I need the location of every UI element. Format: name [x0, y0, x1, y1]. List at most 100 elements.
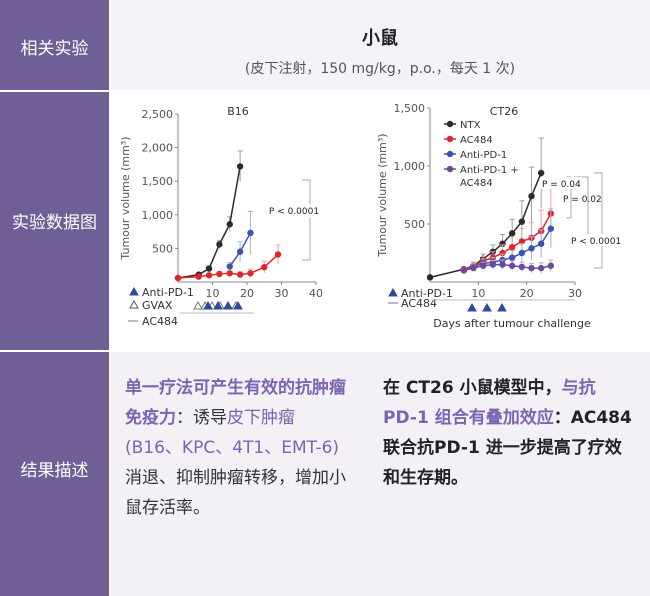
- data-point: [236, 271, 244, 278]
- result-text: 诱导: [193, 408, 227, 428]
- data-point: [518, 238, 526, 245]
- legend-swatch: [446, 135, 454, 143]
- data-point: [205, 272, 213, 279]
- data-point: [174, 274, 182, 282]
- data-point: [537, 169, 545, 177]
- treatment-label: AC484: [142, 315, 178, 328]
- data-point: [460, 267, 468, 274]
- header-subtitle: (皮下注射，150 mg/kg，p.o.，每天 1 次): [244, 61, 516, 77]
- series-line: [177, 166, 241, 279]
- label-column: [0, 0, 109, 596]
- x-tick-label: 30: [568, 287, 582, 300]
- result-highlight: 与抗 PD-1 组合有叠加效应: [383, 378, 596, 428]
- data-point: [508, 230, 516, 237]
- p-value-label: P = 0.02: [563, 195, 602, 205]
- row-divider: [0, 90, 650, 92]
- triangle-icon: [482, 302, 492, 312]
- treatment-label: Anti-PD-1: [142, 286, 194, 299]
- series-line: [463, 263, 552, 272]
- data-point: [518, 218, 526, 225]
- result-description-right: 在 CT26 小鼠模型中，与抗 PD-1 组合有叠加效应：AC484 联合抗PD…: [383, 373, 633, 493]
- x-tick-label: 10: [471, 287, 485, 300]
- x-tick-label: 40: [309, 287, 323, 300]
- treatment-label: GVAX: [142, 299, 173, 312]
- x-tick-label: 30: [275, 287, 289, 300]
- triangle-icon: [129, 299, 139, 309]
- y-axis-label: Tumour volume (mm³): [376, 133, 389, 257]
- annotation-bg: [268, 204, 320, 218]
- data-point: [261, 264, 268, 271]
- data-point: [226, 221, 233, 228]
- header-cell: [110, 0, 650, 90]
- significance-bracket: [302, 179, 311, 261]
- data-point: [489, 261, 497, 268]
- data-point: [195, 273, 202, 280]
- x-tick-label: 10: [206, 287, 220, 300]
- data-point: [247, 270, 254, 277]
- data-point: [508, 262, 516, 269]
- label-result: 结果描述: [20, 461, 89, 481]
- chart-b16: B16 500 1,000 1,500 2,000 2,500 10 20 30 40 Tumour…: [119, 105, 323, 328]
- legend-swatch: [446, 120, 454, 128]
- x-tick-label: 20: [520, 287, 534, 300]
- p-value-label: P = 0.04: [542, 180, 581, 190]
- result-description-left: 单一疗法可产生有效的抗肿瘤免疫力：诱导皮下肿瘤 (B16、KPC、4T1、EMT…: [125, 373, 353, 523]
- y-tick-label: 2,000: [142, 142, 174, 155]
- y-tick-label: 1,500: [394, 102, 426, 115]
- header-title: 小鼠: [362, 28, 398, 49]
- y-tick-label: 2,500: [142, 108, 174, 121]
- data-point: [537, 264, 545, 272]
- legend-label: AC484: [460, 135, 493, 146]
- triangle-icon: [497, 302, 507, 312]
- treatment-label: Anti-PD-1: [401, 287, 453, 300]
- series-line: [463, 228, 552, 272]
- chart-title: CT26: [490, 105, 518, 118]
- legend-label: AC484: [460, 178, 493, 189]
- y-tick-label: 1,000: [142, 209, 174, 222]
- result-text: 在 CT26 小鼠模型中，: [383, 378, 562, 398]
- data-point: [547, 262, 555, 269]
- data-point: [236, 163, 244, 170]
- triangle-icon: [388, 287, 398, 297]
- data-point: [528, 245, 535, 252]
- data-point: [528, 264, 535, 272]
- data-point: [274, 251, 282, 258]
- y-tick-label: 1,000: [394, 160, 426, 173]
- result-highlight: 单一疗法可产生有效的抗肿瘤免疫力: [125, 378, 346, 428]
- y-tick-label: 500: [404, 218, 425, 231]
- x-axis-label: Days after tumour challenge: [433, 317, 591, 330]
- triangle-icon: [213, 300, 223, 310]
- legend-label: Anti-PD-1 +: [460, 165, 519, 176]
- result-highlight: (B16、KPC、4T1、EMT-6): [125, 438, 340, 458]
- series-line: [463, 213, 552, 270]
- p-value-label: P < 0.0001: [571, 237, 621, 247]
- data-point: [547, 225, 555, 232]
- triangle-icon: [129, 286, 139, 296]
- data-point: [205, 265, 213, 272]
- annotation-bg: [540, 177, 582, 189]
- x-tick-label: 20: [240, 287, 254, 300]
- data-point: [499, 261, 506, 268]
- data-point: [226, 263, 233, 270]
- data-point: [537, 240, 545, 247]
- data-point: [508, 244, 516, 251]
- legend-label: Anti-PD-1: [460, 150, 507, 161]
- data-point: [470, 264, 477, 272]
- triangle-icon: [467, 302, 477, 312]
- data-point: [426, 274, 434, 281]
- result-text: 消退、抑制肿瘤转移，增加小鼠存活率。: [125, 468, 346, 518]
- result-cell: [110, 352, 650, 596]
- y-tick-label: 1,500: [142, 175, 174, 188]
- legend-swatch: [446, 150, 454, 158]
- treatment-label: AC484: [401, 297, 437, 310]
- y-axis-label: Tumour volume (mm³): [119, 136, 132, 260]
- data-point: [236, 248, 244, 255]
- legend-swatch: [446, 165, 454, 173]
- chart-title: B16: [227, 105, 249, 118]
- triangle-icon: [193, 300, 203, 310]
- label-experiment: 相关实验: [20, 39, 89, 59]
- significance-bracket: [594, 172, 603, 269]
- legend-label: NTX: [460, 120, 481, 131]
- row-divider: [0, 350, 650, 352]
